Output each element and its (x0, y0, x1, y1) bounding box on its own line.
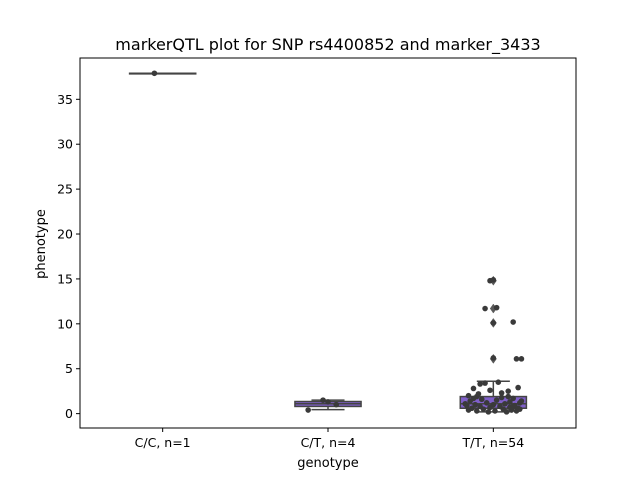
data-point (475, 391, 482, 397)
y-tick-label: 0 (65, 406, 73, 421)
data-point (490, 320, 497, 326)
y-axis-label: phenotype (34, 209, 49, 279)
data-point (472, 401, 478, 408)
y-tick-label: 25 (57, 182, 73, 197)
data-point (516, 406, 523, 412)
data-point (518, 398, 525, 404)
x-tick-label: C/C, n=1 (135, 435, 191, 450)
data-point (333, 401, 340, 408)
data-point (513, 356, 520, 362)
data-point (305, 407, 311, 413)
x-tick-label: T/T, n=54 (461, 435, 524, 450)
data-point (505, 393, 512, 400)
data-point (485, 409, 492, 415)
data-point (507, 399, 513, 405)
y-tick-label: 5 (65, 361, 73, 376)
data-point (515, 384, 521, 391)
plot-frame (79, 57, 577, 429)
data-point (325, 399, 331, 405)
data-point (470, 395, 477, 402)
data-point (474, 408, 480, 414)
plot-layer: 0 5 10 15 20 25 30 35 C/C, n=1 C/T, n=4 T/T, n=54 (57, 70, 528, 450)
data-point (510, 395, 516, 402)
data-point (465, 407, 472, 413)
data-point (487, 404, 493, 411)
data-point (510, 319, 516, 325)
y-tick-label: 20 (57, 227, 73, 242)
data-point (493, 397, 500, 403)
data-point (518, 356, 525, 362)
data-point (492, 408, 498, 414)
chart-title: markerQTL plot for SNP rs4400852 and mar… (115, 35, 540, 55)
y-tick-label: 35 (57, 92, 73, 107)
data-point (462, 400, 469, 407)
y-tick-label: 10 (57, 316, 73, 331)
data-point (470, 385, 477, 392)
data-point (482, 380, 488, 386)
data-point (503, 409, 510, 415)
data-point (478, 396, 485, 403)
data-point (477, 381, 483, 387)
data-point (502, 400, 508, 407)
data-point (483, 400, 490, 406)
data-point (495, 379, 502, 385)
x-axis-label: genotype (297, 456, 358, 471)
x-tick-label: C/T, n=4 (301, 435, 356, 450)
y-tick-label: 15 (57, 271, 73, 286)
data-point (487, 387, 493, 394)
data-point (498, 390, 505, 396)
data-point (493, 304, 500, 311)
data-point (320, 397, 326, 403)
data-point (465, 392, 472, 399)
data-point (490, 355, 497, 361)
data-point (151, 70, 158, 77)
data-point (480, 406, 487, 412)
data-point (505, 388, 512, 394)
data-point (498, 394, 505, 401)
data-point (490, 277, 497, 283)
data-point (482, 305, 488, 312)
data-point (510, 403, 516, 410)
y-tick-label: 30 (57, 137, 73, 152)
